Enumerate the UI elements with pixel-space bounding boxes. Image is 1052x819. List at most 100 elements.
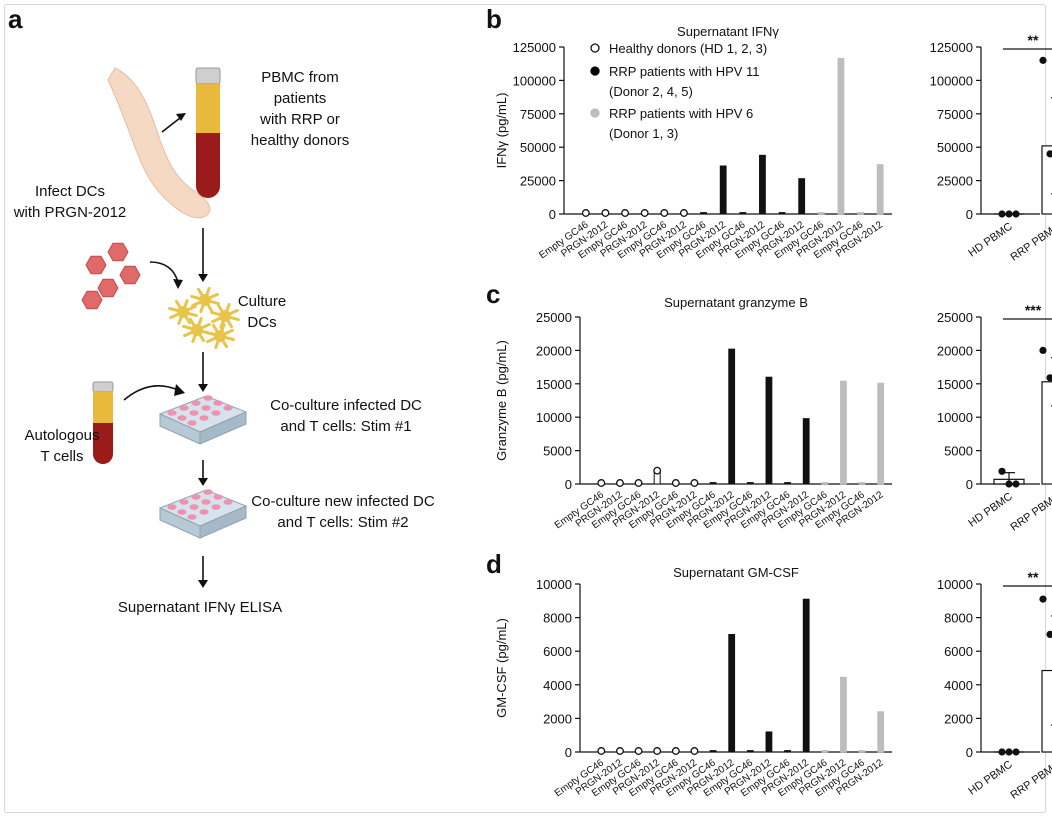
y-tick-label: 8000 <box>543 611 572 626</box>
summary-chart-b-summary: 0250005000075000100000125000HD PBMCRRP P… <box>930 32 1052 264</box>
arm-icon <box>108 68 210 218</box>
y-tick-label: 0 <box>966 477 973 492</box>
plate-well <box>199 415 208 421</box>
y-axis-label: IFNγ (pg/mL) <box>494 93 509 169</box>
arm-shape <box>108 68 210 218</box>
y-tick-label: 0 <box>565 477 572 492</box>
plate-well <box>179 405 188 411</box>
panel-letter-b: b <box>486 4 502 34</box>
data-point <box>1005 748 1012 755</box>
infect-label: Infect DCs <box>35 183 105 200</box>
data-bar <box>838 58 844 214</box>
blood-tube-icon <box>93 382 113 464</box>
bar-chart-d: Supernatant GM-CSFGM-CSF (pg/mL)02000400… <box>494 565 892 799</box>
y-tick-label: 10000 <box>937 577 973 592</box>
data-point <box>673 748 680 755</box>
y-tick-label: 0 <box>549 207 556 222</box>
data-point <box>1012 748 1019 755</box>
data-bar <box>859 751 865 753</box>
y-tick-label: 25000 <box>536 310 572 325</box>
data-bar <box>877 165 883 214</box>
chart-title: Supernatant IFNγ <box>677 24 779 39</box>
plate-well <box>177 415 186 421</box>
significance-label: ** <box>1028 32 1039 48</box>
data-bar <box>799 179 805 214</box>
x-tick-label: RRP PBMC <box>1008 221 1052 264</box>
plate-well <box>191 400 200 406</box>
y-tick-label: 10000 <box>536 410 572 425</box>
data-bar <box>803 419 809 484</box>
data-bar <box>779 213 785 215</box>
data-point <box>654 748 661 755</box>
data-bar <box>766 377 772 484</box>
y-tick-label: 100000 <box>930 73 973 88</box>
final-readout-label: Supernatant IFNγ ELISA <box>118 599 282 616</box>
virus-particle <box>82 291 102 308</box>
tube-cap <box>196 68 220 84</box>
arrow-line <box>162 118 180 132</box>
dc-body <box>199 294 211 306</box>
y-tick-label: 50000 <box>520 140 556 155</box>
data-bar <box>729 349 735 484</box>
y-tick-label: 10000 <box>937 410 973 425</box>
plate-well <box>223 499 232 505</box>
infect-label: with PRGN-2012 <box>13 204 127 221</box>
data-bar <box>785 751 791 753</box>
mean-bar <box>1042 671 1052 752</box>
plate-well <box>203 395 212 401</box>
tube-blood <box>196 133 220 198</box>
dc-body <box>191 324 203 336</box>
data-point <box>998 748 1005 755</box>
y-tick-label: 125000 <box>930 40 973 55</box>
y-tick-label: 8000 <box>944 611 973 626</box>
y-tick-label: 25000 <box>937 174 973 189</box>
chart-title: Supernatant GM-CSF <box>673 565 799 580</box>
virus-icon <box>82 243 140 308</box>
data-point <box>617 748 624 755</box>
plate-well <box>211 410 220 416</box>
data-bar <box>822 483 828 485</box>
tube-cap <box>93 382 113 392</box>
plate-well <box>167 410 176 416</box>
data-point <box>998 210 1005 217</box>
data-point <box>1039 596 1046 603</box>
data-bar <box>747 751 753 753</box>
data-point <box>998 468 1005 475</box>
y-tick-label: 2000 <box>944 711 973 726</box>
legend-label: (Donor 1, 3) <box>609 126 678 141</box>
plate-well <box>187 514 196 520</box>
data-point <box>1012 210 1019 217</box>
y-tick-label: 2000 <box>543 711 572 726</box>
data-point <box>635 480 642 487</box>
y-tick-label: 6000 <box>543 644 572 659</box>
culture-label: Culture <box>238 293 286 310</box>
panel-letter-d: d <box>486 549 502 579</box>
data-point <box>602 210 609 217</box>
legend-marker <box>591 67 599 75</box>
y-tick-label: 5000 <box>944 444 973 459</box>
y-tick-label: 0 <box>565 745 572 760</box>
legend: Healthy donors (HD 1, 2, 3)RRP patients … <box>591 41 767 141</box>
well-plate-icon <box>160 395 246 444</box>
panel-letter-a: a <box>8 4 23 34</box>
legend-label: (Donor 2, 4, 5) <box>609 84 693 99</box>
x-tick-label: RRP PBMC <box>1008 491 1052 534</box>
culture-label: DCs <box>247 314 276 331</box>
y-tick-label: 0 <box>966 745 973 760</box>
y-tick-label: 20000 <box>937 343 973 358</box>
mean-bar <box>1042 382 1052 484</box>
data-bar <box>710 483 716 485</box>
chart-title: Supernatant granzyme B <box>664 295 808 310</box>
data-point <box>681 210 688 217</box>
virus-particle <box>120 266 140 283</box>
stim2-label: Co-culture new infected DC <box>251 493 435 510</box>
data-point <box>691 480 698 487</box>
data-bar <box>759 155 765 214</box>
well-plate-icon <box>160 489 246 538</box>
data-bar <box>701 213 707 215</box>
y-tick-label: 100000 <box>513 73 556 88</box>
plate-well <box>179 499 188 505</box>
plate-well <box>213 494 222 500</box>
y-tick-label: 125000 <box>513 40 556 55</box>
